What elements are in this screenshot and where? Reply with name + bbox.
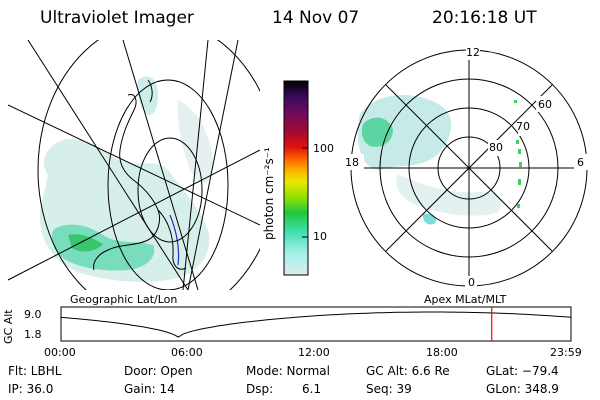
mlat-label-70: 70 [516, 120, 530, 133]
polar-emission-dots [514, 100, 522, 208]
sequence-status: Seq: 39 [366, 382, 412, 396]
filter-status: Flt: LBHL [8, 364, 62, 378]
meridian-line [8, 149, 260, 281]
colorbar [283, 80, 309, 276]
latitude-circle-mid [107, 79, 229, 290]
time-tick-0000: 00:00 [44, 346, 76, 359]
meridian-line [122, 40, 199, 290]
meridian-line [187, 40, 239, 290]
altitude-plot [60, 306, 572, 342]
polar-emission-faint [396, 174, 502, 216]
meridian-line [8, 104, 260, 226]
door-status: Door: Open [124, 364, 193, 378]
gain-status: Gain: 14 [124, 382, 175, 396]
mlt-label-12: 12 [466, 46, 480, 59]
dsp-label: Dsp: [246, 382, 274, 396]
gc-altitude-status: GC Alt: 6.6 Re [366, 364, 450, 378]
meridian-line [27, 40, 189, 290]
polar-emission-spot [422, 213, 437, 225]
polar-emission-green [361, 117, 393, 147]
dsp-value: 6.1 [302, 382, 322, 396]
altitude-curve [60, 311, 572, 338]
ip-status: IP: 36.0 [8, 382, 54, 396]
altitude-axis-label: GC Alt [2, 309, 15, 344]
polar-emission [357, 94, 452, 170]
mode-status: Mode: Normal [246, 364, 330, 378]
emission-region-right [177, 100, 213, 184]
polar-plot [342, 46, 588, 290]
right-map-caption: Apex MLat/MLT [424, 293, 507, 306]
mlat-label-60: 60 [538, 98, 552, 111]
colorbar-tick-100: 100 [313, 142, 334, 155]
latitude-circle-inner [137, 137, 203, 243]
coastline-island [147, 79, 153, 103]
altitude-tick-low: 1.8 [24, 328, 42, 341]
left-map-caption: Geographic Lat/Lon [70, 293, 178, 306]
mlt-label-18: 18 [345, 156, 359, 169]
altitude-tick-high: 9.0 [24, 308, 42, 321]
mlt-label-0: 0 [468, 276, 475, 289]
time-tick-1200: 12:00 [298, 346, 330, 359]
colorbar-label: photon cm⁻²s⁻¹ [262, 147, 276, 240]
mlat-label-80: 80 [489, 141, 503, 154]
emission-region-bright [68, 234, 103, 252]
geo-latitude-status: GLat: −79.4 [486, 364, 559, 378]
time-tick-0600: 06:00 [171, 346, 203, 359]
time-tick-1800: 18:00 [426, 346, 458, 359]
colorbar-tick-10: 10 [313, 230, 327, 243]
geo-longitude-status: GLon: 348.9 [486, 382, 559, 396]
date-label: 14 Nov 07 [272, 8, 360, 28]
geographic-map [8, 40, 260, 290]
mlt-label-6: 6 [577, 156, 584, 169]
meridian-line [182, 40, 209, 290]
coastline-east [157, 209, 187, 270]
coastline-blue [169, 214, 180, 266]
coastline [93, 93, 161, 271]
time-tick-2359: 23:59 [550, 346, 582, 359]
time-label: 20:16:18 UT [432, 8, 537, 28]
latitude-circle-outer [37, 40, 260, 290]
mlt-line-diag [385, 84, 553, 252]
instrument-title: Ultraviolet Imager [40, 8, 194, 28]
